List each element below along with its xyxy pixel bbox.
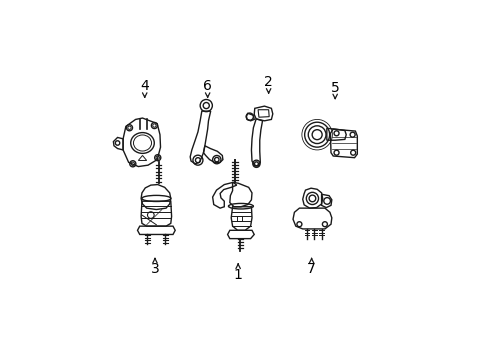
Text: 4: 4: [140, 79, 149, 97]
Text: 2: 2: [264, 75, 272, 93]
Text: 3: 3: [150, 258, 159, 276]
Text: 6: 6: [203, 79, 212, 97]
Text: 5: 5: [330, 81, 339, 99]
Text: 7: 7: [306, 258, 315, 276]
Text: 1: 1: [233, 264, 242, 282]
